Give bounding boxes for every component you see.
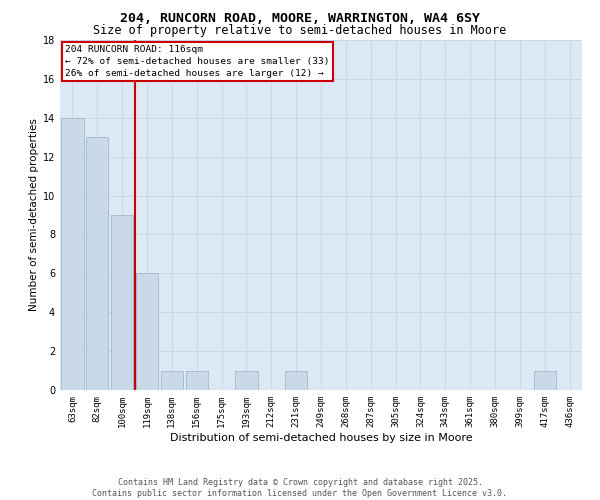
Bar bbox=[86, 137, 109, 390]
Bar bbox=[136, 274, 158, 390]
Text: Size of property relative to semi-detached houses in Moore: Size of property relative to semi-detach… bbox=[94, 24, 506, 37]
Y-axis label: Number of semi-detached properties: Number of semi-detached properties bbox=[29, 118, 38, 312]
Bar bbox=[533, 370, 556, 390]
Bar bbox=[235, 370, 257, 390]
Text: Contains HM Land Registry data © Crown copyright and database right 2025.
Contai: Contains HM Land Registry data © Crown c… bbox=[92, 478, 508, 498]
Text: 204, RUNCORN ROAD, MOORE, WARRINGTON, WA4 6SY: 204, RUNCORN ROAD, MOORE, WARRINGTON, WA… bbox=[120, 12, 480, 26]
Bar bbox=[161, 370, 183, 390]
Bar bbox=[61, 118, 83, 390]
X-axis label: Distribution of semi-detached houses by size in Moore: Distribution of semi-detached houses by … bbox=[170, 432, 472, 442]
Bar bbox=[111, 215, 133, 390]
Text: 204 RUNCORN ROAD: 116sqm
← 72% of semi-detached houses are smaller (33)
26% of s: 204 RUNCORN ROAD: 116sqm ← 72% of semi-d… bbox=[65, 46, 330, 78]
Bar bbox=[285, 370, 307, 390]
Bar bbox=[185, 370, 208, 390]
